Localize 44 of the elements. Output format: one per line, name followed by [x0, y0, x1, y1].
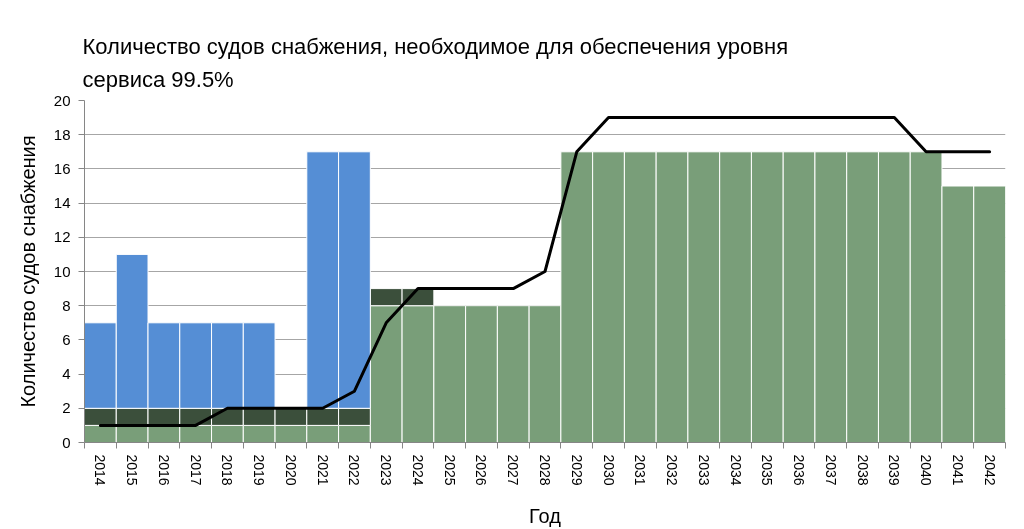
- y-tick-label: 18: [53, 125, 71, 143]
- x-tick-label: 2041: [949, 454, 966, 486]
- x-tick-label: 2014: [92, 454, 109, 486]
- y-tick-label: 16: [53, 159, 71, 177]
- chart-title: Количество судов снабжения, необходимое для обеспечения уровня сервиса 99.5%: [82, 34, 789, 92]
- x-tick-label: 2024: [409, 454, 426, 486]
- x-tick-label: 2020: [282, 454, 299, 486]
- x-tick-label: 2022: [346, 454, 363, 486]
- y-tick-label: 6: [62, 330, 71, 348]
- x-tick-label: 2036: [791, 454, 808, 486]
- x-tick-label: 2019: [251, 454, 268, 486]
- line-series: [98, 116, 992, 427]
- y-tick-label: 2: [62, 399, 71, 417]
- x-tick-label: 2021: [314, 454, 331, 486]
- y-tick-label: 14: [53, 194, 71, 212]
- x-tick-label: 2039: [886, 454, 903, 486]
- x-axis-title: Год: [529, 504, 562, 527]
- y-axis-title: Количество судов снабжения: [16, 135, 39, 408]
- x-tick-label: 2017: [187, 454, 204, 486]
- x-tick-label: 2029: [568, 454, 585, 486]
- x-tick-label: 2026: [473, 454, 490, 486]
- x-tick-label: 2033: [695, 454, 712, 486]
- y-tick-label: 10: [53, 262, 71, 280]
- x-tick-label: 2040: [918, 454, 935, 486]
- x-tick-label: 2035: [759, 454, 776, 486]
- x-tick-label: 2030: [600, 454, 617, 486]
- x-tick-label: 2018: [219, 454, 236, 486]
- y-tick-label: 12: [53, 228, 71, 246]
- x-tick-label: 2038: [854, 454, 871, 486]
- y-tick-label: 4: [62, 365, 71, 383]
- x-tick-label: 2016: [155, 454, 172, 486]
- x-tick-label: 2042: [981, 454, 998, 486]
- y-tick-label: 8: [62, 296, 71, 314]
- x-tick-label: 2015: [124, 454, 141, 486]
- x-tick-label: 2028: [537, 454, 553, 486]
- x-tick-label: 2023: [378, 454, 395, 486]
- x-tick-label: 2025: [441, 454, 458, 486]
- x-tick-label: 2037: [822, 454, 839, 486]
- x-tick-label: 2034: [727, 454, 744, 486]
- y-tick-label: 20: [53, 91, 71, 109]
- x-tick-label: 2032: [664, 454, 681, 486]
- y-tick-label: 0: [62, 433, 71, 451]
- x-tick-label: 2031: [632, 454, 649, 486]
- x-tick-label: 2027: [505, 454, 522, 486]
